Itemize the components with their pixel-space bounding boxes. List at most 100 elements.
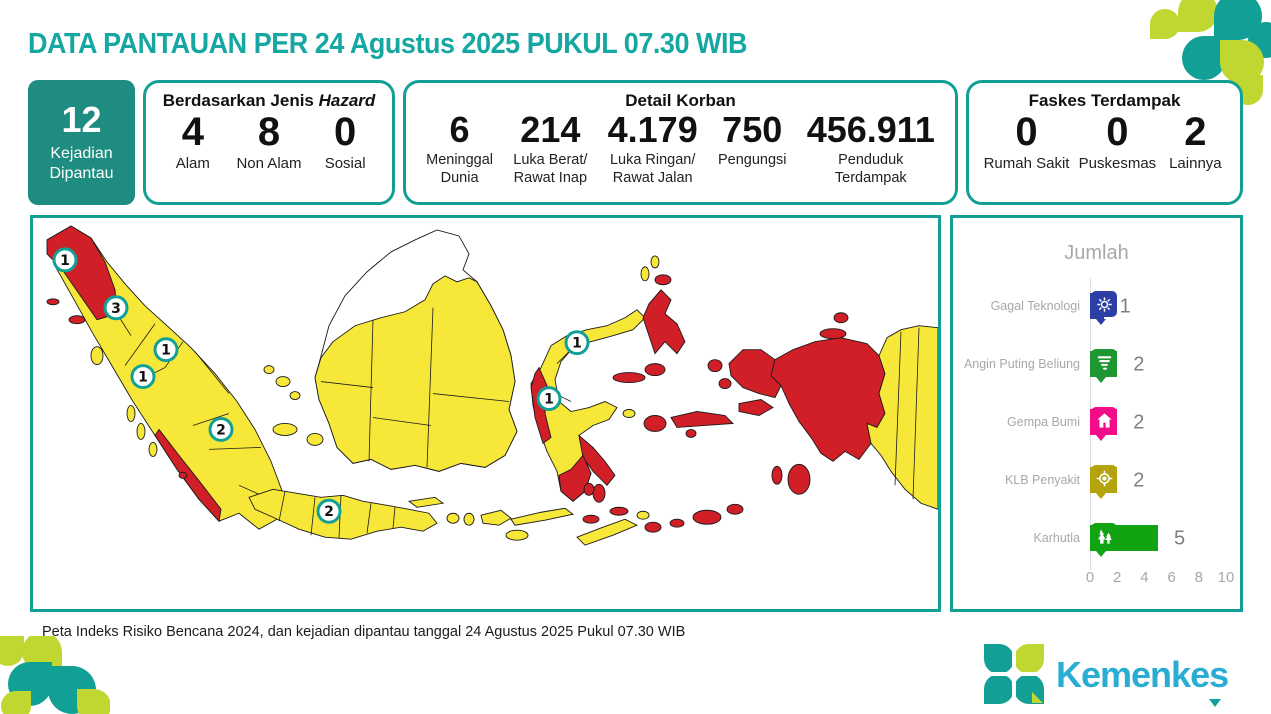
- svg-text:1: 1: [60, 253, 70, 269]
- stat-puskesmas: 0 Puskesmas: [1078, 110, 1157, 172]
- chart-row-klb-penyakit: KLB Penyakit 2: [953, 452, 1240, 510]
- technology-failure-icon: [1091, 291, 1117, 325]
- kpi-label: Kejadian Dipantau: [49, 145, 114, 183]
- chart-value-label: 2: [1133, 411, 1145, 434]
- svg-text:1: 1: [138, 370, 148, 386]
- map-event-marker[interactable]: 1: [130, 364, 156, 390]
- stat-pengungsi: 750 Pengungsi: [717, 109, 787, 168]
- map-event-marker[interactable]: 2: [316, 498, 342, 524]
- forest-fire-icon: [1091, 523, 1117, 557]
- x-axis-tick-label: 2: [1113, 569, 1122, 586]
- map-event-marker[interactable]: 1: [153, 337, 179, 363]
- tornado-icon: [1091, 349, 1117, 383]
- petal-shape: [984, 674, 1014, 704]
- x-axis-tick-label: 6: [1167, 569, 1176, 586]
- stat-alam: 4 Alam: [175, 110, 210, 172]
- svg-text:1: 1: [161, 343, 171, 359]
- faskes-terdampak-card: Faskes Terdampak 0 Rumah Sakit 0 Puskesm…: [966, 80, 1243, 205]
- detail-korban-title: Detail Korban: [625, 91, 736, 110]
- chart-category-label: Gagal Teknologi: [990, 299, 1080, 314]
- region-seram: [670, 411, 735, 428]
- petal-shape: [984, 644, 1014, 674]
- svg-text:3: 3: [111, 301, 121, 317]
- chart-category-label: Karhutla: [1033, 531, 1080, 546]
- chart-row-gempa-bumi: Gempa Bumi 2: [953, 394, 1240, 452]
- petal-shape: [1178, 0, 1218, 32]
- chart-bar-area: 1: [1090, 288, 1240, 326]
- stat-luka-berat: 214 Luka Berat/ Rawat Inap: [513, 109, 588, 186]
- chart-value-label: 2: [1133, 469, 1145, 492]
- map-event-marker[interactable]: 1: [564, 330, 590, 356]
- detail-korban-card: Detail Korban 6 Meninggal Dunia 214 Luka…: [403, 80, 958, 205]
- region-bengkulu: [154, 428, 222, 523]
- petal-shape: [77, 689, 110, 714]
- chart-category-label: Angin Puting Beliung: [963, 357, 1080, 372]
- chart-value-label: 2: [1133, 353, 1145, 376]
- chart-bar-area: 2: [1090, 462, 1240, 500]
- hazard-card: Berdasarkan Jenis Hazard 4 Alam 8 Non Al…: [143, 80, 395, 205]
- kemenkes-logo: Kemenkes: [978, 640, 1229, 708]
- chart-bar-area: 5: [1090, 520, 1240, 558]
- chart-bar-area: 2: [1090, 346, 1240, 384]
- stat-penduduk-terdampak: 456.911 Penduduk Terdampak: [806, 109, 935, 186]
- chart-bar-area: 2: [1090, 404, 1240, 442]
- map-event-marker[interactable]: 2: [208, 416, 234, 442]
- kpi-value: 12: [61, 98, 102, 140]
- hazard-card-title: Berdasarkan Jenis Hazard: [162, 91, 376, 110]
- chart-row-gagal-teknologi: Gagal Teknologi 1: [953, 278, 1240, 336]
- region-kalimantan: [314, 275, 518, 472]
- chart-value-label: 1: [1119, 295, 1131, 318]
- chart-row-karhutla: Karhutla 5: [953, 510, 1240, 568]
- chart-plot-area: Gagal Teknologi 1 Angin Puting Beliung 2 Gem…: [953, 274, 1240, 609]
- svg-text:1: 1: [572, 336, 582, 352]
- stat-lainnya: 2 Lainnya: [1169, 110, 1222, 172]
- map-event-marker[interactable]: 1: [536, 386, 562, 412]
- stat-sosial: 0 Sosial: [324, 110, 366, 172]
- chart-category-label: Gempa Bumi: [1007, 415, 1080, 430]
- petal-shape: [1182, 36, 1226, 80]
- pinwheel-decoration-bottom-left: [0, 636, 110, 714]
- x-axis-tick-label: 4: [1140, 569, 1149, 586]
- region-halmahera: [642, 289, 686, 355]
- svg-text:2: 2: [324, 504, 334, 520]
- chart-value-label: 5: [1174, 527, 1186, 550]
- map-event-marker[interactable]: 1: [52, 247, 78, 273]
- svg-text:2: 2: [216, 422, 226, 438]
- stat-rumah-sakit: 0 Rumah Sakit: [983, 110, 1070, 172]
- map-event-marker[interactable]: 3: [103, 295, 129, 321]
- page-title: DATA PANTAUAN PER 24 Agustus 2025 PUKUL …: [28, 28, 748, 60]
- x-axis-tick-labels: 0 2 4 6 8 10: [953, 569, 1240, 589]
- disease-outbreak-icon: [1091, 465, 1117, 499]
- event-count-chart-panel: Jumlah Gagal Teknologi 1 Angin Puting Beli…: [950, 215, 1243, 612]
- map-caption: Peta Indeks Risiko Bencana 2024, dan kej…: [42, 624, 686, 640]
- x-axis-tick-label: 10: [1217, 569, 1235, 586]
- petal-shape: [1, 691, 31, 714]
- petal-shape: [1220, 40, 1264, 84]
- region-java: [248, 488, 438, 540]
- svg-text:1: 1: [544, 392, 554, 408]
- x-axis-tick-label: 0: [1085, 569, 1095, 586]
- petal-tip-decoration: [1209, 699, 1221, 707]
- chart-row-angin-puting-beliung: Angin Puting Beliung 2: [953, 336, 1240, 394]
- region-papua-east: [866, 325, 938, 510]
- region-sulawesi: [530, 309, 646, 502]
- petal-shape: [1014, 644, 1044, 674]
- region-papua-west: [770, 337, 886, 462]
- petal-shape: [0, 636, 24, 666]
- petal-shape: [1214, 0, 1262, 40]
- kpi-kejadian-dipantau: 12 Kejadian Dipantau: [28, 80, 135, 205]
- faskes-title: Faskes Terdampak: [1028, 91, 1181, 110]
- kemenkes-flower-icon: [978, 640, 1050, 708]
- stat-meninggal-dunia: 6 Meninggal Dunia: [426, 109, 494, 186]
- pinwheel-decoration-top-right: [1150, 0, 1271, 105]
- stat-non-alam: 8 Non Alam: [236, 110, 302, 172]
- stat-luka-ringan: 4.179 Luka Ringan/ Rawat Jalan: [607, 109, 698, 186]
- petal-shape: [1150, 9, 1180, 39]
- chart-category-label: KLB Penyakit: [1004, 473, 1080, 488]
- earthquake-icon: [1091, 407, 1117, 441]
- chart-title: Jumlah: [1064, 242, 1129, 264]
- kemenkes-logo-text: Kemenkes: [1056, 654, 1228, 695]
- x-axis-tick-label: 8: [1194, 569, 1203, 586]
